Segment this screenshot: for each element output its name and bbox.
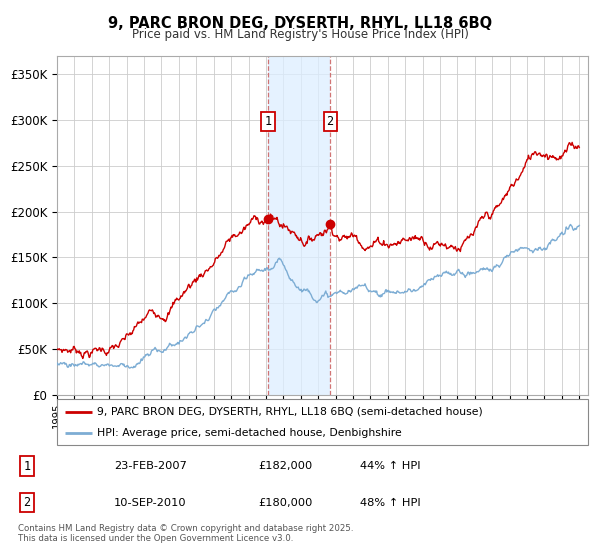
Text: 23-FEB-2007: 23-FEB-2007 [114, 461, 187, 471]
Text: 2: 2 [326, 115, 334, 128]
Text: Price paid vs. HM Land Registry's House Price Index (HPI): Price paid vs. HM Land Registry's House … [131, 28, 469, 41]
Text: 9, PARC BRON DEG, DYSERTH, RHYL, LL18 6BQ: 9, PARC BRON DEG, DYSERTH, RHYL, LL18 6B… [108, 16, 492, 31]
Text: 1: 1 [265, 115, 272, 128]
Text: 2: 2 [23, 496, 31, 509]
Text: £182,000: £182,000 [258, 461, 312, 471]
Text: 10-SEP-2010: 10-SEP-2010 [114, 498, 187, 507]
Text: 44% ↑ HPI: 44% ↑ HPI [360, 461, 421, 471]
Text: Contains HM Land Registry data © Crown copyright and database right 2025.
This d: Contains HM Land Registry data © Crown c… [18, 524, 353, 543]
Bar [268, 56, 330, 395]
Text: 9, PARC BRON DEG, DYSERTH, RHYL, LL18 6BQ (semi-detached house): 9, PARC BRON DEG, DYSERTH, RHYL, LL18 6B… [97, 407, 482, 417]
Text: 48% ↑ HPI: 48% ↑ HPI [360, 498, 421, 507]
Text: 1: 1 [23, 460, 31, 473]
Text: £180,000: £180,000 [258, 498, 313, 507]
Text: HPI: Average price, semi-detached house, Denbighshire: HPI: Average price, semi-detached house,… [97, 428, 401, 438]
